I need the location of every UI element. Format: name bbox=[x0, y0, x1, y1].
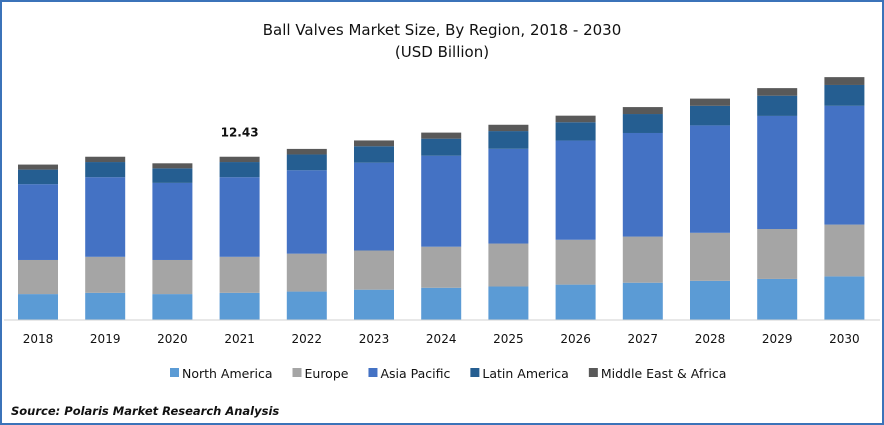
bar-europe-2029 bbox=[757, 229, 798, 279]
x-tick-label: 2023 bbox=[359, 332, 390, 346]
x-tick-label: 2024 bbox=[426, 332, 457, 346]
bar-asia-pacific-2029 bbox=[757, 115, 798, 230]
legend-label: Latin America bbox=[482, 366, 568, 381]
data-labels: 12.43 bbox=[221, 126, 259, 140]
bar-latin-america-2030 bbox=[824, 84, 865, 106]
chart-title: Ball Valves Market Size, By Region, 2018… bbox=[263, 21, 622, 39]
bar-north-america-2029 bbox=[757, 278, 798, 320]
bar-middle-east-africa-2023 bbox=[354, 140, 394, 147]
x-tick-label: 2019 bbox=[90, 332, 121, 346]
bar-latin-america-2026 bbox=[555, 122, 596, 141]
source-note: Source: Polaris Market Research Analysis bbox=[11, 404, 280, 418]
x-tick-label: 2026 bbox=[560, 332, 591, 346]
legend-label: Middle East & Africa bbox=[601, 366, 727, 381]
bar-asia-pacific-2028 bbox=[690, 125, 730, 233]
bar-latin-america-2028 bbox=[690, 105, 730, 126]
bar-middle-east-africa-2018 bbox=[18, 164, 58, 170]
bar-middle-east-africa-2025 bbox=[488, 124, 529, 132]
bar-latin-america-2024 bbox=[421, 138, 462, 156]
bar-asia-pacific-2027 bbox=[622, 132, 663, 237]
legend: North America Europe Asia Pacific Latin Ame… bbox=[170, 366, 726, 381]
x-tick-label: 2022 bbox=[292, 332, 323, 346]
bar-asia-pacific-2021 bbox=[219, 177, 260, 257]
bar-north-america-2024 bbox=[421, 287, 462, 320]
bar-asia-pacific-2025 bbox=[488, 148, 529, 244]
bar-north-america-2021 bbox=[219, 292, 260, 320]
bar-middle-east-africa-2022 bbox=[286, 148, 327, 155]
legend-swatch-middle-east-africa bbox=[588, 368, 598, 377]
bar-middle-east-africa-2027 bbox=[622, 107, 663, 115]
bar-europe-2025 bbox=[488, 243, 529, 287]
bar-asia-pacific-2024 bbox=[421, 155, 462, 247]
bar-europe-2023 bbox=[354, 250, 394, 290]
bar-latin-america-2023 bbox=[354, 146, 394, 163]
bar-north-america-2018 bbox=[18, 294, 58, 320]
bar-middle-east-africa-2028 bbox=[690, 98, 730, 106]
bar-north-america-2023 bbox=[354, 289, 394, 320]
bar-europe-2021 bbox=[219, 256, 260, 293]
x-tick-label: 2025 bbox=[493, 332, 524, 346]
bar-north-america-2027 bbox=[622, 282, 663, 320]
bar-middle-east-africa-2029 bbox=[757, 88, 798, 96]
bar-latin-america-2018 bbox=[18, 169, 58, 185]
bar-middle-east-africa-2026 bbox=[555, 115, 596, 123]
bar-north-america-2026 bbox=[555, 284, 596, 320]
bar-europe-2030 bbox=[824, 224, 865, 277]
bar-europe-2018 bbox=[18, 259, 58, 295]
bar-asia-pacific-2026 bbox=[555, 140, 596, 240]
bar-asia-pacific-2019 bbox=[85, 177, 126, 257]
x-tick-label: 2027 bbox=[628, 332, 659, 346]
bar-asia-pacific-2018 bbox=[18, 184, 58, 260]
bar-latin-america-2025 bbox=[488, 131, 529, 149]
data-label: 12.43 bbox=[221, 126, 259, 140]
bar-europe-2024 bbox=[421, 246, 462, 288]
bar-middle-east-africa-2030 bbox=[824, 77, 865, 85]
x-tick-label: 2018 bbox=[23, 332, 54, 346]
bar-middle-east-africa-2021 bbox=[219, 156, 260, 163]
x-tick-label: 2029 bbox=[762, 332, 793, 346]
bar-north-america-2019 bbox=[85, 292, 126, 320]
bar-latin-america-2020 bbox=[152, 168, 193, 183]
bar-europe-2019 bbox=[85, 256, 126, 293]
bar-latin-america-2019 bbox=[85, 162, 126, 178]
bar-middle-east-africa-2020 bbox=[152, 163, 193, 169]
bar-north-america-2022 bbox=[286, 291, 327, 320]
bar-north-america-2025 bbox=[488, 286, 529, 320]
legend-label: North America bbox=[182, 366, 273, 381]
bar-europe-2022 bbox=[286, 253, 327, 292]
legend-label: Europe bbox=[305, 366, 349, 381]
bar-europe-2028 bbox=[690, 232, 730, 281]
legend-swatch-north-america bbox=[170, 368, 179, 377]
bar-north-america-2030 bbox=[824, 276, 865, 320]
bars-group bbox=[18, 77, 865, 320]
bar-asia-pacific-2030 bbox=[824, 105, 865, 225]
bar-north-america-2020 bbox=[152, 294, 193, 320]
bar-asia-pacific-2020 bbox=[152, 182, 193, 260]
bar-asia-pacific-2022 bbox=[286, 170, 327, 254]
bar-latin-america-2022 bbox=[286, 154, 327, 171]
bar-north-america-2028 bbox=[690, 280, 730, 320]
x-tick-label: 2030 bbox=[829, 332, 860, 346]
bar-europe-2020 bbox=[152, 259, 193, 295]
bar-asia-pacific-2023 bbox=[354, 162, 394, 251]
legend-label: Asia Pacific bbox=[380, 366, 450, 381]
bar-latin-america-2021 bbox=[219, 162, 260, 178]
chart-subtitle: (USD Billion) bbox=[395, 43, 489, 61]
legend-swatch-europe bbox=[292, 368, 302, 377]
legend-swatch-asia-pacific bbox=[368, 368, 378, 377]
bar-latin-america-2029 bbox=[757, 95, 798, 116]
x-tick-label: 2020 bbox=[157, 332, 188, 346]
legend-swatch-latin-america bbox=[470, 368, 480, 377]
bar-middle-east-africa-2024 bbox=[421, 132, 462, 139]
bar-latin-america-2027 bbox=[622, 114, 663, 133]
x-axis-ticks: 2018 2019 2020 2021 2022 2023 2024 2025 2026 2027… bbox=[23, 332, 860, 346]
bar-europe-2027 bbox=[622, 236, 663, 283]
x-tick-label: 2021 bbox=[224, 332, 255, 346]
x-tick-label: 2028 bbox=[695, 332, 726, 346]
bar-middle-east-africa-2019 bbox=[85, 156, 126, 163]
bar-europe-2026 bbox=[555, 239, 596, 285]
